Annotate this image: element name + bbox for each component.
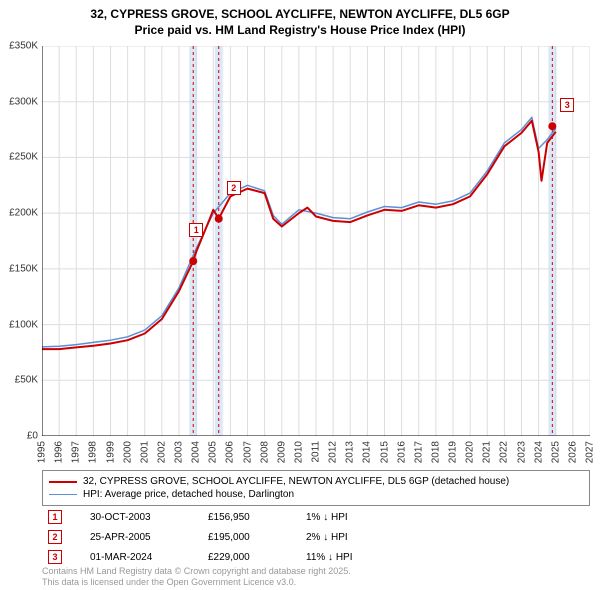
- sale-date: 01-MAR-2024: [90, 552, 180, 563]
- x-tick-label: 1996: [54, 441, 65, 463]
- x-tick-label: 1998: [88, 441, 99, 463]
- y-tick-label: £150K: [9, 263, 38, 274]
- sale-delta: 1% ↓ HPI: [306, 512, 406, 523]
- legend-label: HPI: Average price, detached house, Darl…: [83, 489, 294, 500]
- legend-swatch: [49, 481, 77, 483]
- chart-title: 32, CYPRESS GROVE, SCHOOL AYCLIFFE, NEWT…: [0, 0, 600, 38]
- legend-swatch: [49, 494, 77, 495]
- legend-label: 32, CYPRESS GROVE, SCHOOL AYCLIFFE, NEWT…: [83, 476, 509, 487]
- chart-plot-area: 1 2 3: [42, 46, 590, 436]
- x-tick-label: 2003: [174, 441, 185, 463]
- x-tick-label: 2017: [413, 441, 424, 463]
- x-tick-label: 2027: [585, 441, 596, 463]
- y-tick-label: £350K: [9, 41, 38, 52]
- x-tick-label: 2010: [293, 441, 304, 463]
- sale-row: 2 25-APR-2005 £195,000 2% ↓ HPI: [42, 527, 590, 547]
- sale-delta: 2% ↓ HPI: [306, 532, 406, 543]
- x-tick-label: 2001: [139, 441, 150, 463]
- y-tick-label: £300K: [9, 96, 38, 107]
- footer-line2: This data is licensed under the Open Gov…: [42, 577, 351, 588]
- y-axis: £0£50K£100K£150K£200K£250K£300K£350K: [0, 46, 40, 436]
- x-axis: 1995199619971998199920002001200220032004…: [42, 438, 590, 468]
- legend: 32, CYPRESS GROVE, SCHOOL AYCLIFFE, NEWT…: [42, 470, 590, 506]
- x-tick-label: 2021: [482, 441, 493, 463]
- x-tick-label: 2025: [550, 441, 561, 463]
- x-tick-label: 1999: [105, 441, 116, 463]
- footer-line1: Contains HM Land Registry data © Crown c…: [42, 566, 351, 577]
- y-tick-label: £0: [27, 431, 38, 442]
- sale-marker: 2: [48, 530, 62, 544]
- sale-price: £156,950: [208, 512, 278, 523]
- sale-marker: 3: [560, 98, 574, 112]
- x-tick-label: 2013: [345, 441, 356, 463]
- legend-item: 32, CYPRESS GROVE, SCHOOL AYCLIFFE, NEWT…: [49, 475, 583, 488]
- sale-date: 30-OCT-2003: [90, 512, 180, 523]
- x-tick-label: 2026: [567, 441, 578, 463]
- sale-price: £195,000: [208, 532, 278, 543]
- sale-marker: 1: [189, 223, 203, 237]
- x-tick-label: 2011: [311, 441, 322, 463]
- sale-marker: 3: [48, 550, 62, 564]
- footer-attribution: Contains HM Land Registry data © Crown c…: [42, 566, 351, 589]
- x-tick-label: 2022: [499, 441, 510, 463]
- x-tick-label: 2004: [191, 441, 202, 463]
- x-tick-label: 2014: [362, 441, 373, 463]
- x-tick-label: 2002: [156, 441, 167, 463]
- sale-marker: 2: [227, 181, 241, 195]
- x-tick-label: 2019: [448, 441, 459, 463]
- x-tick-label: 2024: [533, 441, 544, 463]
- x-tick-label: 2016: [396, 441, 407, 463]
- sale-date: 25-APR-2005: [90, 532, 180, 543]
- sale-marker: 1: [48, 510, 62, 524]
- sale-row: 1 30-OCT-2003 £156,950 1% ↓ HPI: [42, 507, 590, 527]
- x-tick-label: 2012: [328, 441, 339, 463]
- sale-price: £229,000: [208, 552, 278, 563]
- y-tick-label: £200K: [9, 208, 38, 219]
- legend-item: HPI: Average price, detached house, Darl…: [49, 488, 583, 501]
- x-tick-label: 2007: [242, 441, 253, 463]
- sale-delta: 11% ↓ HPI: [306, 552, 406, 563]
- x-tick-label: 2020: [465, 441, 476, 463]
- x-tick-label: 2023: [516, 441, 527, 463]
- y-tick-label: £50K: [15, 375, 38, 386]
- x-tick-label: 2008: [259, 441, 270, 463]
- x-tick-label: 2005: [208, 441, 219, 463]
- x-tick-label: 1997: [71, 441, 82, 463]
- chart-svg: [42, 46, 590, 436]
- x-tick-label: 2009: [276, 441, 287, 463]
- x-tick-label: 2006: [225, 441, 236, 463]
- x-tick-label: 2000: [122, 441, 133, 463]
- x-tick-label: 2015: [379, 441, 390, 463]
- sale-row: 3 01-MAR-2024 £229,000 11% ↓ HPI: [42, 547, 590, 567]
- x-tick-label: 1995: [37, 441, 48, 463]
- title-line2: Price paid vs. HM Land Registry's House …: [0, 22, 600, 38]
- y-tick-label: £100K: [9, 319, 38, 330]
- x-tick-label: 2018: [430, 441, 441, 463]
- title-line1: 32, CYPRESS GROVE, SCHOOL AYCLIFFE, NEWT…: [0, 6, 600, 22]
- y-tick-label: £250K: [9, 152, 38, 163]
- sales-table: 1 30-OCT-2003 £156,950 1% ↓ HPI 2 25-APR-2005…: [42, 507, 590, 567]
